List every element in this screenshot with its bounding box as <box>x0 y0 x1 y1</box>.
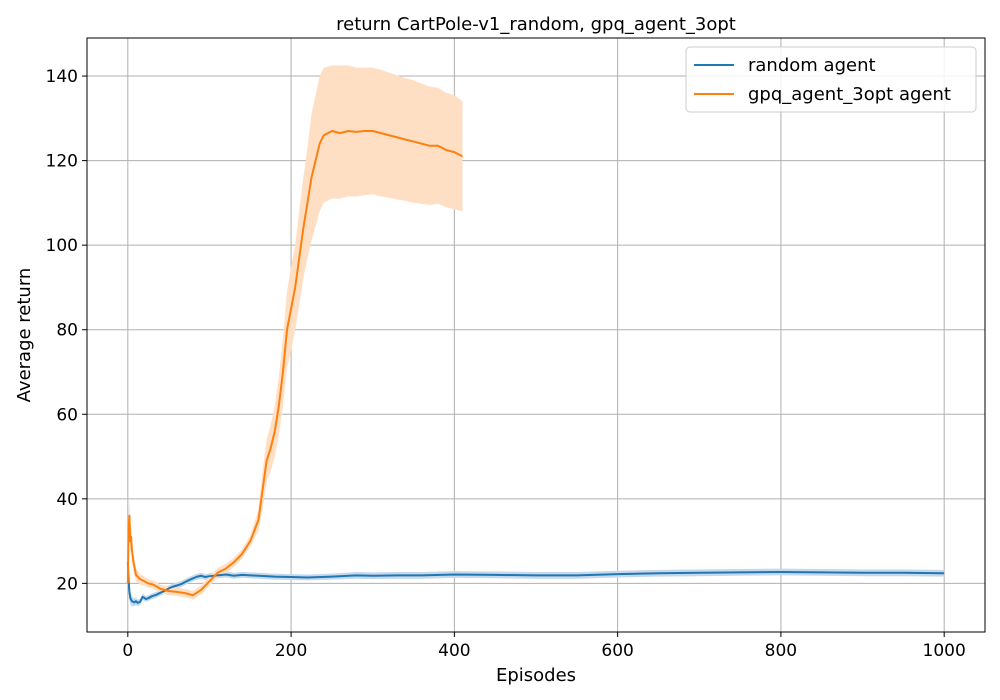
line-series-1 <box>126 130 463 597</box>
x-tick-label: 200 <box>275 641 307 661</box>
y-tick-label: 100 <box>46 236 78 256</box>
y-tick-label: 80 <box>56 321 78 341</box>
y-tick-label: 60 <box>56 405 78 425</box>
series-lines <box>126 130 945 604</box>
y-tick-label: 40 <box>56 490 78 510</box>
confidence-bands <box>127 65 945 607</box>
x-tick-label: 600 <box>601 641 633 661</box>
axis-ticks: 0 200 400 600 800 1000 20 40 60 80 100 120 140 <box>46 67 966 661</box>
chart-title: return CartPole-v1_random, gpq_agent_3op… <box>336 14 736 35</box>
y-tick-label: 120 <box>46 152 78 172</box>
plot-frame <box>86 37 986 633</box>
legend: random agent gpq_agent_3opt agent <box>685 46 977 113</box>
x-tick-label: 0 <box>122 641 133 661</box>
x-axis-title: Episodes <box>496 665 576 686</box>
legend-label-random: random agent <box>748 55 876 76</box>
y-tick-label: 20 <box>56 574 78 594</box>
band-series-1 <box>127 65 463 600</box>
legend-box <box>685 46 977 113</box>
x-tick-label: 1000 <box>923 641 966 661</box>
x-tick-label: 800 <box>765 641 797 661</box>
legend-label-gpq: gpq_agent_3opt agent <box>748 84 951 105</box>
line-series-0 <box>126 562 945 604</box>
y-axis-title: Average return <box>14 268 35 403</box>
x-tick-label: 400 <box>438 641 470 661</box>
y-tick-label: 140 <box>46 67 78 87</box>
band-series-0 <box>127 549 945 607</box>
